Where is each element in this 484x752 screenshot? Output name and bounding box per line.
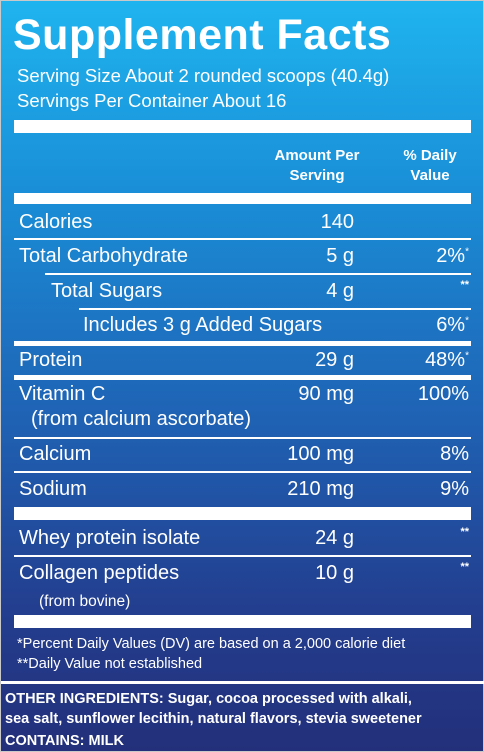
footnote-daily-value-not-established: **Daily Value not established bbox=[17, 656, 203, 672]
medium-divider bbox=[14, 375, 471, 380]
row-amount-collagen-peptides: 10 g bbox=[315, 562, 354, 584]
thick-divider-header bbox=[14, 193, 471, 204]
row-label-protein: Protein bbox=[19, 349, 83, 371]
row-amount-calcium: 100 mg bbox=[287, 443, 354, 465]
row-label-collagen-peptides: Collagen peptides bbox=[19, 562, 180, 584]
row-label-total-carbohydrate: Total Carbohydrate bbox=[19, 245, 188, 267]
amount-header: Amount Per Serving bbox=[274, 147, 360, 184]
row-amount-calories: 140 bbox=[320, 211, 354, 233]
row-amount-sodium: 210 mg bbox=[287, 478, 354, 500]
row-dv-vitamin-c: 100% bbox=[417, 383, 469, 405]
row-amount-whey-protein-isolate: 24 g bbox=[315, 527, 354, 549]
row-label-sodium: Sodium bbox=[19, 478, 87, 500]
daily-value-header: % Daily Value bbox=[403, 147, 457, 184]
thick-divider-middle bbox=[14, 507, 471, 520]
medium-divider bbox=[14, 341, 471, 346]
row-divider bbox=[14, 238, 471, 240]
row-label-calcium: Calcium bbox=[19, 443, 92, 465]
serving-size: Serving Size About 2 rounded scoops (40.… bbox=[17, 65, 390, 86]
row-label-vitamin-c: Vitamin C bbox=[19, 383, 106, 405]
panel-bottom-divider bbox=[1, 681, 484, 684]
row-divider bbox=[79, 308, 471, 310]
row-amount-vitamin-c: 90 mg bbox=[298, 383, 354, 405]
panel-title: Supplement Facts bbox=[13, 11, 392, 59]
row-dv-collagen-peptides: ** bbox=[460, 561, 469, 573]
row-divider bbox=[14, 555, 471, 557]
row-label-added-sugars: Includes 3 g Added Sugars bbox=[83, 314, 323, 336]
contains-allergens: CONTAINS: MILK bbox=[5, 733, 124, 749]
row-divider bbox=[14, 437, 471, 439]
row-dv-protein: 48%* bbox=[425, 349, 469, 371]
row-dv-added-sugars: 6%* bbox=[436, 314, 469, 336]
row-amount-total-carbohydrate: 5 g bbox=[326, 245, 354, 267]
row-amount-protein: 29 g bbox=[315, 349, 354, 371]
thick-divider-bottom bbox=[14, 615, 471, 628]
row-sublabel-collagen-peptides: (from bovine) bbox=[39, 593, 131, 610]
row-dv-calcium: 8% bbox=[440, 443, 469, 465]
row-label-whey-protein-isolate: Whey protein isolate bbox=[19, 527, 201, 549]
row-dv-total-carbohydrate: 2%* bbox=[436, 245, 469, 267]
row-divider bbox=[45, 273, 471, 275]
servings-per-container: Servings Per Container About 16 bbox=[17, 90, 287, 111]
row-dv-sodium: 9% bbox=[440, 478, 469, 500]
row-sublabel-vitamin-c: (from calcium ascorbate) bbox=[31, 408, 252, 430]
row-label-total-sugars: Total Sugars bbox=[51, 280, 163, 302]
other-ingredients-line2: sea salt, sunflower lecithin, natural fl… bbox=[5, 711, 422, 727]
thick-divider-top bbox=[14, 120, 471, 133]
row-label-calories: Calories bbox=[19, 211, 93, 233]
other-ingredients-line1: OTHER INGREDIENTS: Sugar, cocoa processe… bbox=[5, 691, 412, 707]
row-divider bbox=[14, 471, 471, 473]
row-amount-total-sugars: 4 g bbox=[326, 280, 354, 302]
footnote-percent-daily-value: *Percent Daily Values (DV) are based on … bbox=[17, 636, 406, 652]
row-dv-total-sugars: ** bbox=[460, 279, 469, 291]
row-dv-whey-protein-isolate: ** bbox=[460, 526, 469, 538]
